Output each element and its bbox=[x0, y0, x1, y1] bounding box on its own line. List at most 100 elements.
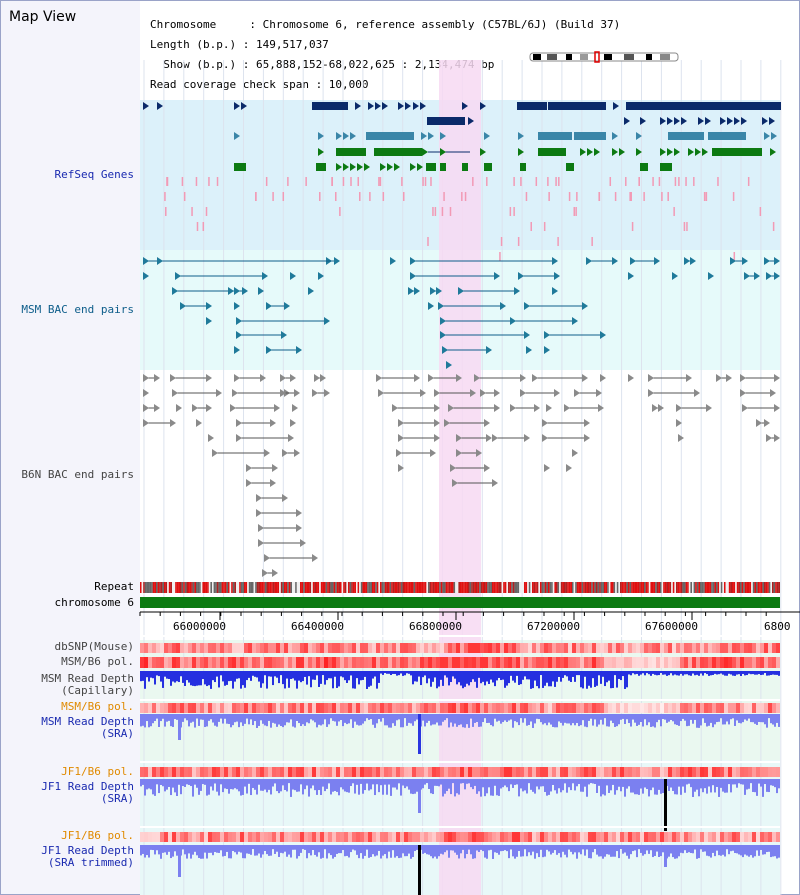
msm-bac-end[interactable] bbox=[486, 346, 492, 354]
msm-bac-end[interactable] bbox=[514, 287, 520, 295]
msm-bac-end[interactable] bbox=[744, 272, 750, 280]
msm-bac-end[interactable] bbox=[410, 272, 416, 280]
b6n-bac-end[interactable] bbox=[476, 449, 482, 457]
msm-bac-end[interactable] bbox=[296, 346, 302, 354]
b6n-bac-end[interactable] bbox=[546, 404, 552, 412]
b6n-bac-end[interactable] bbox=[143, 389, 149, 397]
refseq-gene[interactable] bbox=[336, 163, 370, 171]
refseq-gene[interactable] bbox=[312, 102, 348, 110]
b6n-bac-end[interactable] bbox=[564, 404, 570, 412]
b6n-bac-end[interactable] bbox=[258, 539, 264, 547]
b6n-bac-end[interactable] bbox=[154, 404, 160, 412]
refseq-gene[interactable] bbox=[612, 132, 618, 140]
b6n-bac-end[interactable] bbox=[480, 389, 486, 397]
msm-bac-end[interactable] bbox=[206, 302, 212, 310]
b6n-bac-end[interactable] bbox=[658, 404, 664, 412]
b6n-bac-end[interactable] bbox=[212, 449, 218, 457]
b6n-bac-end[interactable] bbox=[296, 524, 302, 532]
b6n-bac-end[interactable] bbox=[230, 404, 236, 412]
msm-bac-end[interactable] bbox=[281, 331, 287, 339]
msm-bac-end[interactable] bbox=[284, 302, 290, 310]
track-label-jf1-depth-trimmed[interactable]: JF1 Read Depth (SRA trimmed) bbox=[41, 844, 134, 869]
b6n-bac-end[interactable] bbox=[742, 404, 748, 412]
msm-bac-end[interactable] bbox=[408, 287, 414, 295]
b6n-bac-end[interactable] bbox=[542, 434, 548, 442]
msm-bac-end[interactable] bbox=[228, 287, 234, 295]
msm-bac-end[interactable] bbox=[630, 257, 636, 265]
msm-bac-end[interactable] bbox=[234, 346, 240, 354]
b6n-bac-end[interactable] bbox=[740, 374, 746, 382]
b6n-bac-end[interactable] bbox=[598, 404, 604, 412]
b6n-bac-end[interactable] bbox=[764, 419, 770, 427]
b6n-bac-end[interactable] bbox=[143, 419, 149, 427]
msm-bac-end[interactable] bbox=[774, 257, 780, 265]
msm-bac-end[interactable] bbox=[180, 302, 186, 310]
b6n-bac-end[interactable] bbox=[234, 374, 240, 382]
b6n-bac-end[interactable] bbox=[766, 434, 772, 442]
b6n-bac-end[interactable] bbox=[566, 464, 572, 472]
msm-bac-end[interactable] bbox=[742, 257, 748, 265]
b6n-bac-end[interactable] bbox=[294, 449, 300, 457]
b6n-bac-end[interactable] bbox=[246, 479, 252, 487]
msm-bac-end[interactable] bbox=[318, 272, 324, 280]
msm-bac-end[interactable] bbox=[766, 272, 772, 280]
b6n-bac-end[interactable] bbox=[534, 404, 540, 412]
msm-bac-end[interactable] bbox=[708, 272, 714, 280]
msm-bac-end[interactable] bbox=[684, 257, 690, 265]
b6n-bac-end[interactable] bbox=[143, 374, 149, 382]
b6n-bac-end[interactable] bbox=[170, 419, 176, 427]
msm-bac-end[interactable] bbox=[157, 257, 163, 265]
msm-bac-end[interactable] bbox=[234, 287, 240, 295]
msm-bac-end[interactable] bbox=[524, 302, 530, 310]
msm-bac-end[interactable] bbox=[544, 331, 550, 339]
b6n-bac-end[interactable] bbox=[176, 404, 182, 412]
b6n-bac-end[interactable] bbox=[544, 464, 550, 472]
msm-bac-end[interactable] bbox=[236, 317, 242, 325]
refseq-gene[interactable] bbox=[613, 102, 619, 110]
b6n-bac-end[interactable] bbox=[376, 374, 382, 382]
msm-bac-end[interactable] bbox=[510, 317, 516, 325]
refseq-gene[interactable] bbox=[484, 132, 490, 140]
refseq-gene[interactable] bbox=[640, 163, 648, 171]
b6n-bac-end[interactable] bbox=[196, 419, 202, 427]
b6n-bac-end[interactable] bbox=[236, 434, 242, 442]
b6n-bac-end[interactable] bbox=[492, 434, 498, 442]
refseq-gene[interactable] bbox=[462, 163, 468, 171]
b6n-bac-end[interactable] bbox=[264, 449, 270, 457]
refseq-gene[interactable] bbox=[440, 132, 446, 140]
msm-bac-end[interactable] bbox=[324, 317, 330, 325]
refseq-gene[interactable] bbox=[380, 163, 400, 171]
b6n-bac-end[interactable] bbox=[470, 389, 476, 397]
b6n-bac-end[interactable] bbox=[256, 509, 262, 517]
refseq-gene[interactable] bbox=[316, 163, 326, 171]
b6n-bac-end[interactable] bbox=[312, 389, 318, 397]
msm-bac-end[interactable] bbox=[544, 346, 550, 354]
refseq-gene[interactable] bbox=[640, 117, 646, 125]
b6n-bac-end[interactable] bbox=[648, 374, 654, 382]
refseq-gene[interactable] bbox=[626, 102, 781, 110]
msm-bac-end[interactable] bbox=[414, 287, 420, 295]
refseq-gene[interactable] bbox=[660, 148, 680, 156]
refseq-gene[interactable] bbox=[462, 102, 468, 110]
msm-bac-end[interactable] bbox=[390, 257, 396, 265]
msm-bac-end[interactable] bbox=[442, 346, 448, 354]
b6n-bac-end[interactable] bbox=[434, 434, 440, 442]
msm-bac-end[interactable] bbox=[266, 302, 272, 310]
refseq-gene[interactable] bbox=[708, 132, 746, 140]
track-label-refseq[interactable]: RefSeq Genes bbox=[54, 168, 134, 181]
b6n-bac-end[interactable] bbox=[280, 374, 286, 382]
b6n-bac-end[interactable] bbox=[774, 404, 780, 412]
b6n-bac-end[interactable] bbox=[260, 374, 266, 382]
refseq-gene[interactable] bbox=[520, 163, 526, 171]
refseq-gene[interactable] bbox=[770, 148, 776, 156]
b6n-bac-end[interactable] bbox=[676, 404, 682, 412]
msm-bac-end[interactable] bbox=[234, 302, 240, 310]
refseq-gene[interactable] bbox=[660, 163, 672, 171]
msm-bac-end[interactable] bbox=[236, 331, 242, 339]
b6n-bac-end[interactable] bbox=[774, 374, 780, 382]
b6n-bac-end[interactable] bbox=[262, 569, 268, 577]
track-label-b6n-bac[interactable]: B6N BAC end pairs bbox=[21, 468, 134, 481]
b6n-bac-end[interactable] bbox=[444, 419, 450, 427]
track-label-jf1-depth-sra[interactable]: JF1 Read Depth (SRA) bbox=[41, 780, 134, 805]
